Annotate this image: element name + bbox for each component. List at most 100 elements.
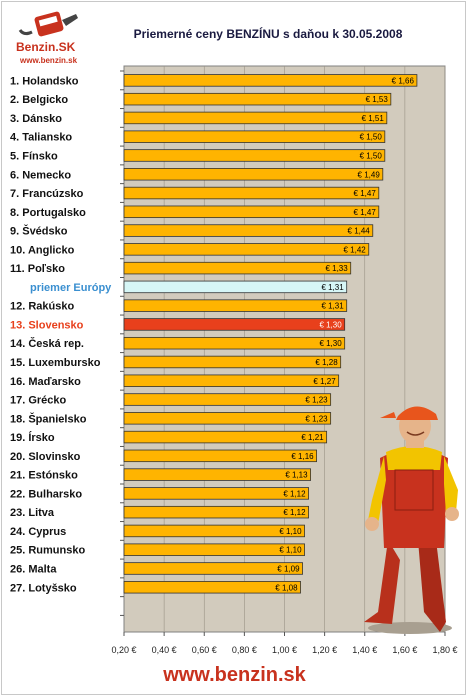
fuel-nozzle-icon xyxy=(18,11,78,37)
data-label: € 1,42 xyxy=(344,245,367,254)
bar xyxy=(123,505,309,519)
bar xyxy=(123,468,311,481)
category-label: 21. Estónsko xyxy=(10,470,78,482)
category-label: 11. Poľsko xyxy=(10,263,65,275)
bar xyxy=(123,299,348,312)
data-label: € 1,31 xyxy=(321,302,344,311)
data-label: € 1,47 xyxy=(354,189,377,198)
data-label: € 1,49 xyxy=(358,170,381,179)
category-label: 1. Holandsko xyxy=(10,75,79,87)
bar xyxy=(123,168,384,181)
category-label: 19. Írsko xyxy=(10,431,55,444)
category-label: 15. Luxembursko xyxy=(10,357,101,369)
bar xyxy=(123,449,318,463)
category-label: 7. Francúzsko xyxy=(10,188,84,200)
category-label: 5. Fínsko xyxy=(10,150,58,162)
bar xyxy=(123,149,386,162)
bar xyxy=(123,336,346,350)
x-tick-label: 1,00 € xyxy=(272,645,297,655)
bar xyxy=(123,111,388,125)
bar xyxy=(123,318,346,331)
data-label: € 1,33 xyxy=(325,264,348,273)
data-label: € 1,10 xyxy=(279,546,302,555)
bar xyxy=(123,224,374,237)
category-label: 2. Belgicko xyxy=(10,94,68,106)
x-tick-label: 1,40 € xyxy=(352,645,377,655)
chart-title: Priemerné ceny BENZÍNU s daňou k 30.05.2… xyxy=(133,27,403,41)
bar xyxy=(123,243,370,256)
category-label: 8. Portugalsko xyxy=(10,207,86,219)
bar xyxy=(123,355,342,369)
benzin-logo: Benzin.SK www.benzin.sk xyxy=(6,10,90,68)
category-label: 12. Rakúsko xyxy=(10,301,74,313)
category-label: priemer Európy xyxy=(30,282,112,294)
data-label: € 1,31 xyxy=(321,283,344,292)
x-tick-label: 1,80 € xyxy=(432,645,457,655)
category-label: 18. Španielsko xyxy=(10,412,87,425)
data-label: € 1,23 xyxy=(305,414,328,423)
data-label: € 1,50 xyxy=(360,133,383,142)
logo-brand: Benzin.SK xyxy=(16,40,76,54)
data-label: € 1,30 xyxy=(319,339,342,348)
category-label: 16. Maďarsko xyxy=(10,376,81,388)
mascot-illustration xyxy=(364,406,459,634)
data-label: € 1,23 xyxy=(305,396,328,405)
category-label: 4. Taliansko xyxy=(10,132,72,144)
data-label: € 1,47 xyxy=(354,208,377,217)
bar xyxy=(123,543,305,556)
bar xyxy=(123,393,332,406)
bar xyxy=(123,374,340,387)
bar xyxy=(123,562,303,575)
data-label: € 1,66 xyxy=(392,76,415,85)
category-label: 3. Dánsko xyxy=(10,113,62,125)
bar xyxy=(123,524,305,538)
data-label: € 1,13 xyxy=(285,471,308,480)
bar xyxy=(123,430,328,444)
category-label: 22. Bulharsko xyxy=(10,488,82,500)
category-label: 20. Slovinsko xyxy=(10,451,81,463)
footer-url[interactable]: www.benzin.sk xyxy=(163,664,306,686)
x-tick-label: 0,60 € xyxy=(192,645,217,655)
category-label: 6. Nemecko xyxy=(10,169,71,181)
data-label: € 1,12 xyxy=(283,508,306,517)
bar xyxy=(123,130,386,143)
data-label: € 1,16 xyxy=(291,452,314,461)
category-label: 25. Rumunsko xyxy=(10,545,85,557)
category-label: 26. Malta xyxy=(10,563,57,575)
x-tick-label: 0,80 € xyxy=(232,645,257,655)
bar xyxy=(123,74,418,87)
bar xyxy=(123,92,392,106)
bar xyxy=(123,280,348,294)
data-label: € 1,44 xyxy=(348,227,371,236)
bar xyxy=(123,487,309,500)
x-tick-label: 1,60 € xyxy=(392,645,417,655)
data-label: € 1,30 xyxy=(319,320,342,329)
category-label: 17. Grécko xyxy=(10,395,67,407)
data-label: € 1,09 xyxy=(277,564,300,573)
data-label: € 1,28 xyxy=(315,358,338,367)
category-label: 24. Cyprus xyxy=(10,526,66,538)
category-label: 23. Litva xyxy=(10,507,55,519)
x-tick-label: 0,40 € xyxy=(152,645,177,655)
category-label: 10. Anglicko xyxy=(10,244,75,256)
x-tick-label: 0,20 € xyxy=(111,645,136,655)
bar xyxy=(123,205,380,219)
bar xyxy=(123,581,301,594)
data-label: € 1,27 xyxy=(313,377,336,386)
data-label: € 1,10 xyxy=(279,527,302,536)
data-label: € 1,12 xyxy=(283,489,306,498)
category-label: 27. Lotyšsko xyxy=(10,582,77,594)
data-label: € 1,50 xyxy=(360,151,383,160)
category-label: 13. Slovensko xyxy=(10,319,84,331)
logo-url: www.benzin.sk xyxy=(20,56,78,65)
category-label: 9. Švédsko xyxy=(10,225,68,238)
bar xyxy=(123,261,352,275)
data-label: € 1,53 xyxy=(366,95,389,104)
data-label: € 1,51 xyxy=(362,114,385,123)
bar xyxy=(123,412,332,425)
data-label: € 1,08 xyxy=(275,583,298,592)
bar xyxy=(123,186,380,200)
data-label: € 1,21 xyxy=(301,433,324,442)
